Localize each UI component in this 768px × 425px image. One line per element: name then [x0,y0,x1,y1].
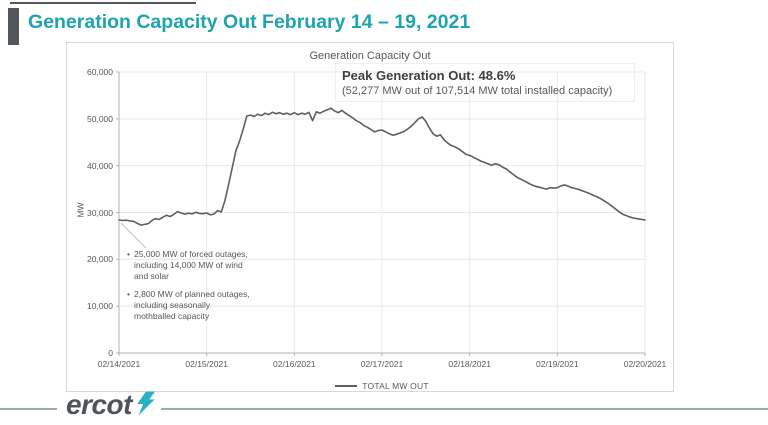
y-tick-label: 40,000 [87,160,113,171]
y-tick-label: 60,000 [87,67,113,77]
footer-rule-left [0,408,57,410]
chart-title: Generation Capacity Out [309,50,431,62]
y-tick-label: 30,000 [87,207,113,218]
plot-svg [116,71,646,356]
footer-rule-right [161,408,768,410]
ercot-logo-icon [137,391,156,416]
x-tick-label: 02/15/2021 [185,359,228,369]
x-tick-label: 02/19/2021 [536,359,579,369]
note-leader-line [120,222,147,249]
x-tick-label: 02/16/2021 [273,359,316,369]
chart-legend: TOTAL MW OUT [119,379,645,393]
x-tick-label: 02/20/2021 [623,359,667,369]
header-accent-bar [8,8,19,45]
peak-detail: (52,277 MW out of 107,514 MW total insta… [342,85,613,97]
peak-annotation: Peak Generation Out: 48.6% (52,277 MW ou… [335,63,635,102]
x-tick-label: 02/18/2021 [448,359,491,369]
outage-notes: 25,000 MW of forced outages, including 1… [127,249,253,329]
header-top-rule [10,2,196,4]
legend-label: TOTAL MW OUT [362,381,429,391]
y-tick-label: 0 [108,348,113,358]
y-tick-label: 50,000 [87,113,113,124]
page-title: Generation Capacity Out February 14 – 19… [28,11,471,33]
peak-headline: Peak Generation Out: 48.6% [342,68,516,83]
note-planned-outages: 2,800 MW of planned outages, including s… [127,289,253,322]
x-tick-label: 02/14/2021 [97,359,141,369]
legend-line-swatch [335,385,358,387]
note-forced-outages: 25,000 MW of forced outages, including 1… [127,249,253,282]
chart-card: Generation Capacity Out MW Peak Generati… [66,42,674,392]
ercot-logo-text: ercot [66,389,132,420]
series-total-mw-out [118,107,646,226]
y-tick-label: 10,000 [87,301,113,312]
y-tick-label: 20,000 [87,254,113,265]
ercot-logo: ercot [66,389,156,424]
x-tick-label: 02/17/2021 [360,359,404,369]
